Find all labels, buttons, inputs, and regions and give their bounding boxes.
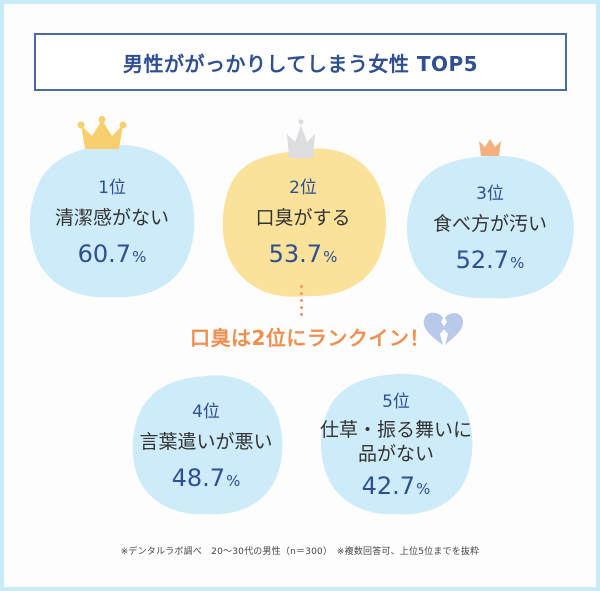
gold-crown-icon <box>77 116 127 149</box>
percentage-value: 53.7% <box>268 239 338 268</box>
silver-crown-icon <box>287 119 315 158</box>
percentage-value: 52.7% <box>455 245 525 274</box>
rank-label: 5位 <box>382 391 410 412</box>
item-label: 言葉遣いが悪い <box>139 430 273 453</box>
rank-3-card: 3位 食べ方が汚い 52.7% <box>402 150 578 302</box>
source-footnote: ※デンタルラボ調べ 20～30代の男性（n＝300） ※複数回答可、上位5位まで… <box>120 547 480 557</box>
rank-label: 1位 <box>98 177 126 198</box>
rank-2-card: 2位 口臭がする 53.7% <box>218 140 388 300</box>
blob-shape <box>407 155 574 299</box>
item-label: 食べ方が汚い <box>432 212 547 235</box>
item-label: 口臭がする <box>255 206 351 229</box>
rank-label: 4位 <box>192 401 220 422</box>
broken-heart-icon <box>423 312 464 345</box>
blob-shape <box>321 373 473 515</box>
percentage-value: 60.7% <box>77 239 147 268</box>
blob-shape <box>222 148 387 297</box>
percentage-value: 42.7% <box>361 471 431 500</box>
rank-5-card: 5位 仕草・振る舞いに 品がない 42.7% <box>316 368 476 518</box>
blob-shape <box>29 144 195 298</box>
rank-label: 2位 <box>289 177 317 198</box>
item-label: 清潔感がない <box>54 206 169 229</box>
dotted-connector <box>300 283 303 319</box>
item-label: 仕草・振る舞いに 品がない <box>319 418 472 465</box>
callout-text: 口臭は2位にランクイン！ <box>190 326 430 350</box>
bronze-crown-icon <box>479 139 501 156</box>
percentage-value: 48.7% <box>171 463 241 492</box>
blob-shape <box>132 375 283 515</box>
rank-4-card: 4位 言葉遣いが悪い 48.7% <box>128 370 284 518</box>
rank-1-card: 1位 清潔感がない 60.7% <box>26 139 198 301</box>
title-box: 男性ががっかりしてしまう女性 TOP5 <box>34 33 567 91</box>
page-title: 男性ががっかりしてしまう女性 TOP5 <box>122 51 479 76</box>
rank-label: 3位 <box>476 183 504 204</box>
